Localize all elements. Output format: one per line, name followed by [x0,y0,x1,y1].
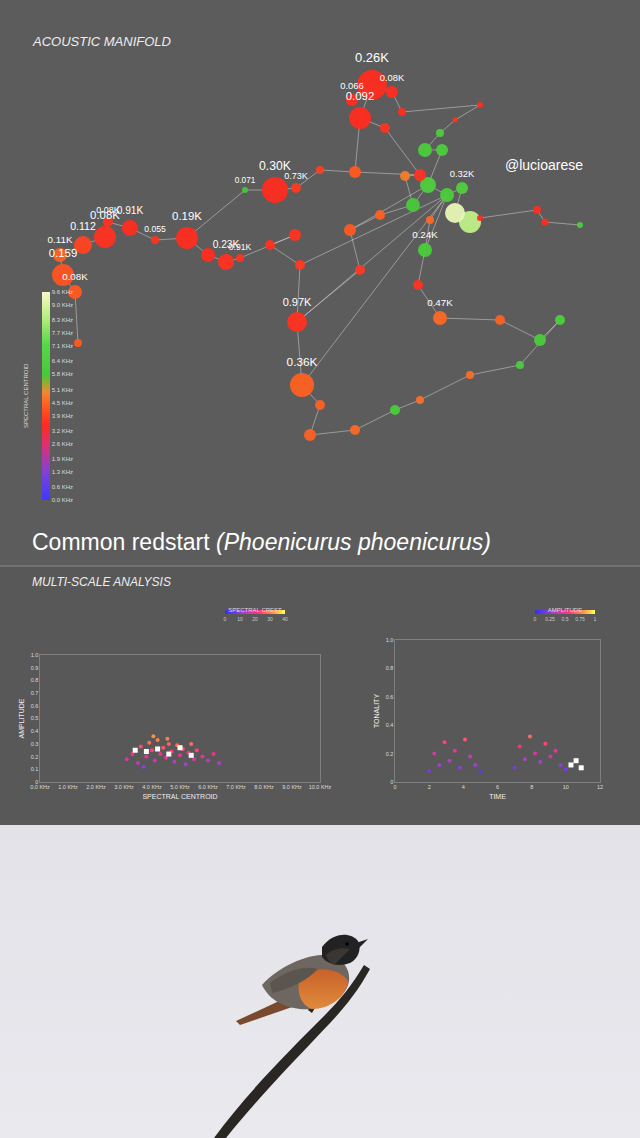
svg-text:1: 1 [594,616,597,622]
svg-text:0.5: 0.5 [31,715,39,721]
svg-text:0.2: 0.2 [386,751,394,757]
svg-text:0: 0 [393,784,396,790]
svg-text:0.36K: 0.36K [287,355,318,369]
svg-text:0.7: 0.7 [31,690,39,696]
svg-text:0: 0 [534,616,537,622]
svg-text:0.2: 0.2 [31,754,39,760]
svg-text:0.23K: 0.23K [213,239,240,250]
svg-text:0.6 KHz: 0.6 KHz [52,484,73,490]
svg-text:0.1: 0.1 [31,766,39,772]
svg-text:0.75: 0.75 [575,616,585,622]
svg-text:0.5: 0.5 [562,616,569,622]
svg-text:0.08K: 0.08K [96,205,120,215]
svg-text:0.25: 0.25 [545,616,555,622]
svg-text:3.0 KHz: 3.0 KHz [114,784,134,790]
svg-text:1.3 KHz: 1.3 KHz [52,469,73,475]
svg-text:30: 30 [267,616,273,622]
svg-text:0.092: 0.092 [346,90,375,102]
svg-text:0.73K: 0.73K [284,171,308,181]
svg-text:2: 2 [428,784,431,790]
svg-text:MULTI-SCALE ANALYSIS: MULTI-SCALE ANALYSIS [32,575,171,589]
svg-text:9.0 KHz: 9.0 KHz [282,784,302,790]
svg-text:0.08K: 0.08K [90,209,120,221]
svg-text:10: 10 [237,616,243,622]
svg-text:0.30K: 0.30K [259,159,291,173]
svg-text:8.3 KHz: 8.3 KHz [52,317,73,323]
svg-text:0.4: 0.4 [31,728,39,734]
svg-text:0.055: 0.055 [144,224,166,234]
svg-text:7.7 KHz: 7.7 KHz [52,330,73,336]
svg-text:TIME: TIME [489,793,506,800]
svg-text:0.97K: 0.97K [283,296,312,308]
svg-text:0.24K: 0.24K [412,229,438,240]
svg-text:8: 8 [530,784,533,790]
svg-text:20: 20 [252,616,258,622]
svg-text:6.0 KHz: 6.0 KHz [198,784,218,790]
svg-text:3.2 KHz: 3.2 KHz [52,428,73,434]
svg-text:0.08K: 0.08K [62,271,88,282]
svg-text:2.0 KHz: 2.0 KHz [86,784,106,790]
svg-text:AMPLITUDE: AMPLITUDE [18,698,25,738]
svg-text:0.066: 0.066 [340,80,363,91]
svg-text:0.11K: 0.11K [48,234,73,245]
svg-text:0.071: 0.071 [235,176,256,185]
svg-text:0.19K: 0.19K [172,210,202,222]
svg-text:ACOUSTIC MANIFOLD: ACOUSTIC MANIFOLD [32,34,171,49]
svg-text:0: 0 [224,616,227,622]
svg-text:SPECTRAL CENTROID: SPECTRAL CENTROID [23,363,29,428]
svg-text:0.3: 0.3 [31,741,39,747]
svg-text:9.0 KHz: 9.0 KHz [52,302,73,308]
svg-text:0: 0 [390,779,393,785]
svg-text:1.0: 1.0 [386,637,394,643]
svg-text:8.0 KHz: 8.0 KHz [254,784,274,790]
svg-text:0.6: 0.6 [386,694,394,700]
svg-text:4.0 KHz: 4.0 KHz [142,784,162,790]
svg-text:5.8 KHz: 5.8 KHz [52,371,73,377]
svg-text:6: 6 [496,784,499,790]
svg-text:0.32K: 0.32K [450,168,475,179]
svg-text:0.159: 0.159 [49,247,78,259]
svg-text:Common redstart (Phoenicurus p: Common redstart (Phoenicurus phoenicurus… [32,529,491,555]
svg-text:@lucioarese: @lucioarese [505,157,583,173]
svg-text:0.0 KHz: 0.0 KHz [52,497,73,503]
svg-text:AMPLITUDE: AMPLITUDE [548,607,582,613]
svg-text:7.0 KHz: 7.0 KHz [226,784,246,790]
svg-text:SPECTRAL CENTROID: SPECTRAL CENTROID [142,793,217,800]
svg-text:0.8: 0.8 [386,665,394,671]
svg-text:SPECTRAL CREST: SPECTRAL CREST [228,607,282,613]
svg-text:TONALITY: TONALITY [373,694,380,728]
svg-text:0.08K: 0.08K [380,72,405,83]
svg-text:0.91K: 0.91K [229,242,252,252]
svg-text:0.9: 0.9 [31,665,39,671]
svg-text:1.0 KHz: 1.0 KHz [58,784,78,790]
svg-text:7.1 KHz: 7.1 KHz [52,343,73,349]
svg-text:0: 0 [35,779,38,785]
svg-text:10: 10 [563,784,569,790]
svg-text:4: 4 [462,784,465,790]
svg-text:1.9 KHz: 1.9 KHz [52,456,73,462]
svg-text:9.6 KHz: 9.6 KHz [52,289,73,295]
svg-text:5.1 KHz: 5.1 KHz [52,387,73,393]
svg-text:6.4 KHz: 6.4 KHz [52,358,73,364]
svg-text:0.26K: 0.26K [355,50,389,65]
svg-text:0.4: 0.4 [386,722,394,728]
svg-text:0.112: 0.112 [70,220,96,232]
svg-text:10.0 KHz: 10.0 KHz [309,784,332,790]
svg-text:2.6 KHz: 2.6 KHz [52,441,73,447]
svg-text:5.0 KHz: 5.0 KHz [170,784,190,790]
svg-text:40: 40 [282,616,288,622]
svg-text:0.6: 0.6 [31,703,39,709]
svg-text:0.47K: 0.47K [427,297,453,308]
svg-text:1.0: 1.0 [31,652,39,658]
svg-text:0.8: 0.8 [31,677,39,683]
svg-text:3.9 KHz: 3.9 KHz [52,413,73,419]
svg-text:12: 12 [597,784,603,790]
svg-text:0.91K: 0.91K [117,205,144,216]
svg-text:4.5 KHz: 4.5 KHz [52,400,73,406]
svg-text:0.0 KHz: 0.0 KHz [30,784,50,790]
